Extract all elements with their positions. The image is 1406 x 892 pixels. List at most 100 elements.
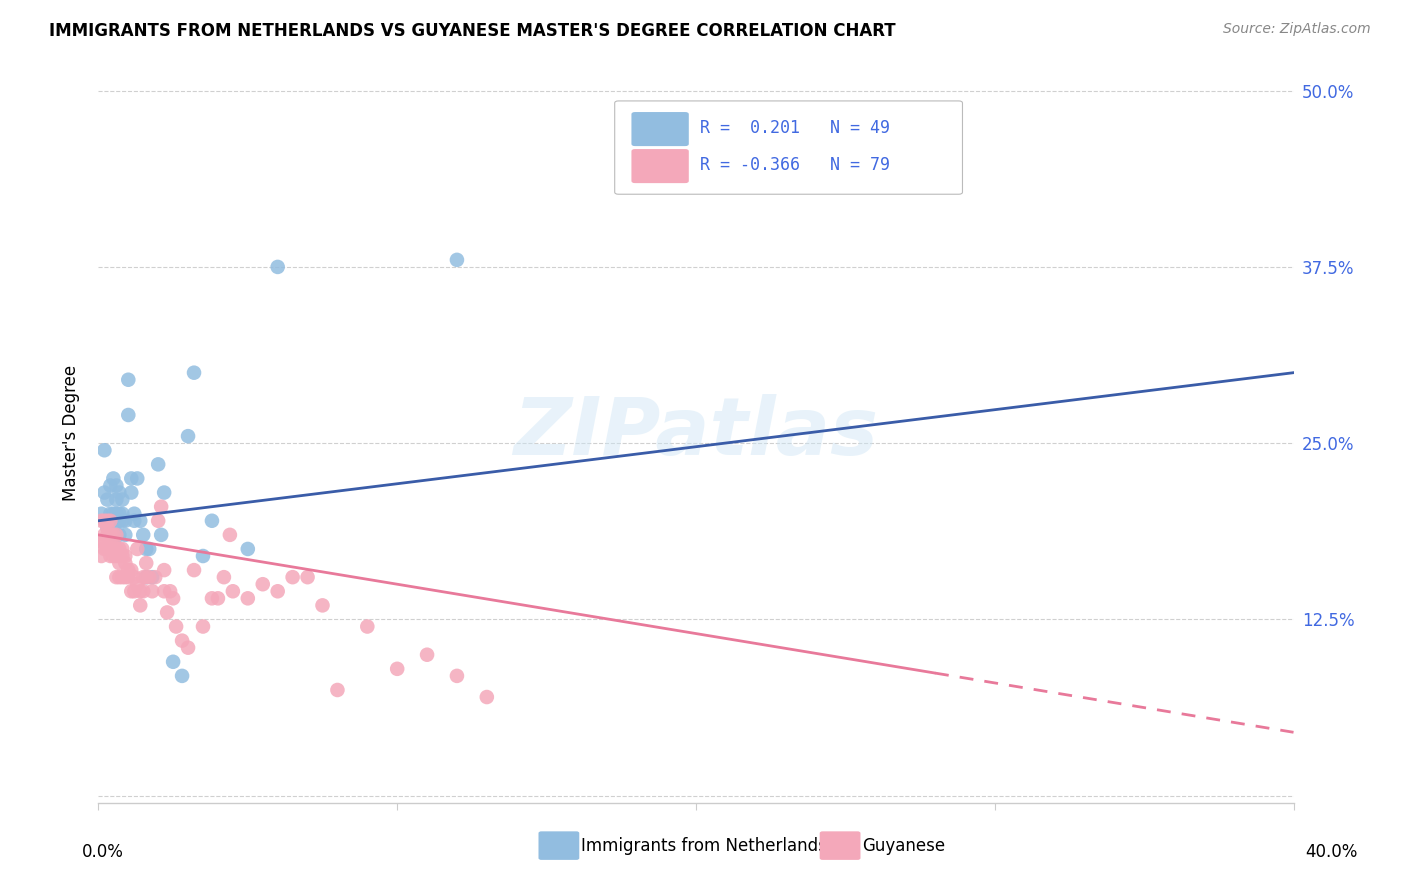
Point (183, 366, 205, 380)
Point (105, 549, 128, 563)
Point (127, 577, 149, 591)
Point (124, 514, 146, 528)
Point (96, 521, 118, 535)
Point (114, 514, 136, 528)
Point (96, 492, 118, 507)
Point (172, 633, 194, 648)
Point (98, 507, 122, 521)
Point (103, 507, 125, 521)
Point (135, 556, 157, 570)
Point (356, 619, 378, 633)
Point (96, 521, 118, 535)
Point (96, 541, 118, 556)
Point (111, 570, 134, 584)
Point (103, 521, 125, 535)
Point (148, 514, 170, 528)
Point (236, 591, 259, 606)
Point (177, 640, 200, 655)
Point (93, 528, 115, 542)
Text: 40.0%: 40.0% (1305, 843, 1358, 861)
Point (108, 507, 131, 521)
Point (103, 549, 125, 563)
Point (103, 471, 125, 485)
Point (120, 563, 142, 577)
Point (111, 549, 134, 563)
Point (111, 541, 134, 556)
Point (135, 570, 157, 584)
Text: Guyanese: Guyanese (862, 837, 945, 855)
Point (212, 570, 235, 584)
Text: Immigrants from Netherlands: Immigrants from Netherlands (581, 837, 827, 855)
Point (132, 528, 155, 542)
Point (103, 528, 125, 542)
Point (138, 570, 160, 584)
Point (93, 485, 115, 500)
Point (165, 619, 187, 633)
Point (105, 492, 128, 507)
Point (105, 541, 128, 556)
Point (114, 549, 136, 563)
FancyBboxPatch shape (614, 101, 963, 194)
Point (127, 541, 149, 556)
Point (120, 471, 142, 485)
Point (132, 584, 155, 599)
Text: R =  0.201   N = 49: R = 0.201 N = 49 (700, 119, 890, 136)
Point (98, 549, 122, 563)
Point (117, 373, 139, 387)
Point (111, 514, 134, 528)
Point (129, 584, 152, 599)
Point (124, 584, 146, 599)
Point (141, 584, 163, 599)
Point (117, 570, 139, 584)
Point (98, 478, 122, 492)
Point (153, 485, 176, 500)
Point (135, 541, 157, 556)
Point (108, 556, 131, 570)
Point (153, 563, 176, 577)
Point (93, 535, 115, 549)
Point (124, 507, 146, 521)
Point (132, 570, 155, 584)
Text: R = -0.366   N = 79: R = -0.366 N = 79 (700, 155, 890, 174)
Point (252, 577, 274, 591)
Point (93, 541, 115, 556)
Point (90, 535, 112, 549)
Point (156, 606, 179, 620)
Point (103, 535, 125, 549)
Point (183, 563, 205, 577)
Point (475, 690, 498, 704)
Point (105, 528, 128, 542)
Point (745, 140, 768, 154)
Point (148, 458, 170, 472)
Point (111, 492, 134, 507)
Point (105, 528, 128, 542)
Point (108, 514, 131, 528)
Point (90, 507, 112, 521)
Point (153, 584, 176, 599)
Point (111, 507, 134, 521)
Point (93, 443, 115, 458)
Point (108, 541, 131, 556)
Point (127, 471, 149, 485)
Point (385, 662, 409, 676)
Point (326, 683, 349, 698)
Point (416, 648, 439, 662)
Text: ZIPatlas: ZIPatlas (513, 393, 879, 472)
Point (201, 514, 224, 528)
Point (219, 528, 242, 542)
Point (90, 549, 112, 563)
Point (446, 669, 468, 683)
Point (96, 514, 118, 528)
Text: Source: ZipAtlas.com: Source: ZipAtlas.com (1223, 22, 1371, 37)
Point (162, 591, 184, 606)
Point (103, 541, 125, 556)
Point (105, 570, 128, 584)
Point (129, 514, 152, 528)
Point (143, 570, 166, 584)
Point (114, 556, 136, 570)
Point (108, 528, 131, 542)
Point (108, 485, 131, 500)
Point (90, 514, 112, 528)
Point (446, 252, 468, 267)
Point (114, 528, 136, 542)
